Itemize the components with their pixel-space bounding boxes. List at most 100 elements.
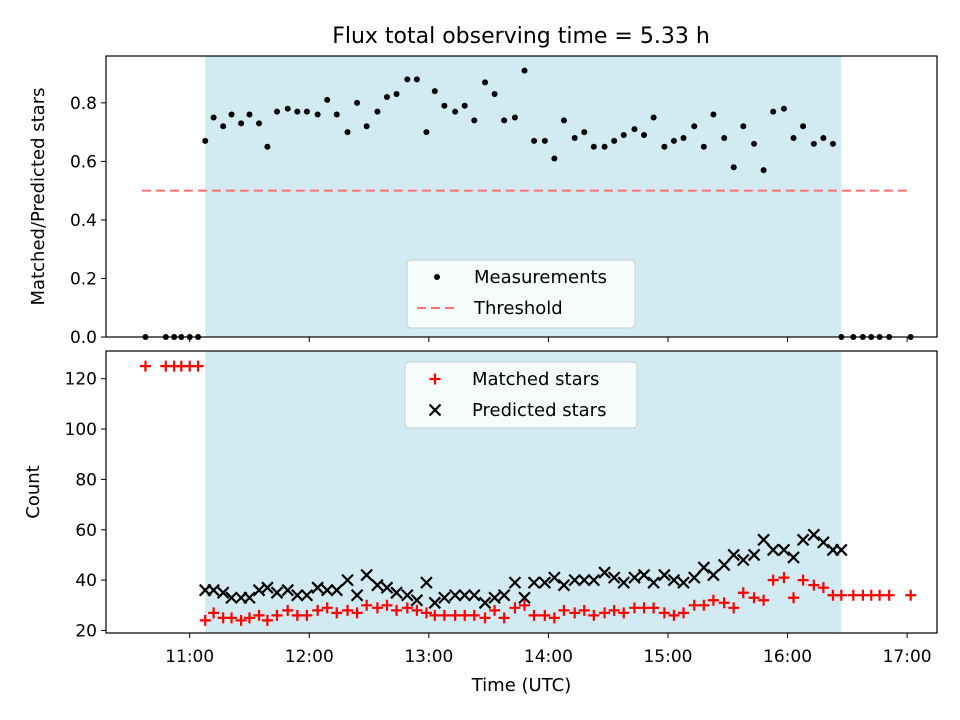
predicted-star-point: [207, 583, 220, 597]
measurement-point: [354, 99, 361, 106]
bottom-ytick-label: 100: [65, 420, 97, 440]
matched-star-point: [817, 582, 829, 594]
matched-star-point: [342, 604, 354, 616]
matched-star-point: [678, 607, 690, 619]
measurement-point: [246, 111, 253, 118]
measurement-point: [482, 79, 489, 86]
predicted-star-point: [538, 576, 552, 589]
matched-star-point: [847, 589, 859, 601]
predicted-star-point: [380, 581, 394, 594]
measurement-point: [800, 123, 807, 130]
legend-predicted-marker: [428, 403, 442, 417]
matched-star-point: [351, 607, 363, 619]
matched-star-point: [767, 574, 779, 586]
predicted-star-point: [607, 571, 621, 584]
measurement-point: [790, 134, 797, 141]
predicted-star-point: [737, 553, 750, 567]
matched-star-point: [688, 599, 700, 611]
predicted-star-point: [807, 528, 821, 542]
measurement-point: [571, 134, 578, 141]
matched-star-point: [539, 609, 551, 621]
xtick-label: 15:00: [643, 647, 692, 667]
matched-star-point: [498, 612, 510, 624]
predicted-star-point: [697, 561, 711, 574]
matched-star-point: [381, 599, 393, 611]
predicted-star-point: [448, 588, 462, 602]
measurement-point: [363, 123, 370, 130]
predicted-star-point: [330, 583, 344, 597]
measurement-point: [344, 129, 351, 136]
predicted-star-point: [658, 568, 671, 582]
bottom-ytick-label: 60: [75, 521, 97, 541]
bottom-ytick-label: 120: [65, 370, 97, 390]
measurement-point: [461, 102, 468, 109]
predicted-star-point: [458, 588, 471, 602]
bottom-ylabel: Count: [23, 465, 44, 518]
matched-star-point: [638, 602, 650, 614]
predicted-star-point: [300, 588, 314, 602]
xtick-label: 17:00: [883, 647, 932, 667]
predicted-star-point: [747, 548, 761, 562]
predicted-star-point: [647, 576, 660, 589]
measurement-point: [264, 143, 271, 150]
measurement-point: [511, 114, 518, 121]
measurement-point: [780, 105, 787, 112]
predicted-star-point: [225, 591, 238, 605]
predicted-star-point: [261, 581, 274, 594]
measurement-point: [641, 132, 648, 139]
measurement-point: [491, 91, 498, 98]
predicted-star-point: [478, 596, 492, 610]
predicted-star-point: [360, 568, 373, 582]
measurement-point: [273, 108, 280, 115]
xtick-label: 11:00: [165, 647, 214, 667]
matched-star-point: [312, 604, 324, 616]
predicted-star-point: [587, 573, 601, 587]
predicted-star-point: [350, 588, 364, 602]
measurement-point: [620, 132, 627, 139]
measurement-point: [238, 120, 245, 127]
measurement-point: [521, 67, 528, 74]
legend-label: Matched stars: [472, 369, 599, 390]
predicted-star-point: [557, 578, 571, 592]
matched-star-point: [648, 602, 660, 614]
predicted-star-point: [757, 533, 770, 547]
bottom-ytick-label: 40: [75, 571, 97, 591]
predicted-star-point: [311, 581, 324, 594]
bottom-ytick-label: 20: [75, 621, 97, 641]
matched-star-point: [528, 609, 540, 621]
matched-star-point: [518, 599, 530, 611]
matched-star-point: [808, 579, 820, 591]
measurement-point: [210, 114, 217, 121]
measurement-point: [441, 102, 448, 109]
measurement-point: [228, 111, 235, 118]
predicted-star-point: [401, 588, 414, 602]
measurement-point: [393, 91, 400, 98]
legend-label: Threshold: [473, 298, 563, 319]
matched-star-point: [321, 602, 333, 614]
matched-star-point: [438, 609, 450, 621]
matched-star-point: [778, 572, 790, 584]
predicted-star-point: [637, 568, 651, 582]
matched-star-point: [139, 360, 151, 372]
matched-star-point: [707, 594, 719, 606]
matched-star-point: [658, 607, 670, 619]
matched-star-point: [509, 602, 521, 614]
predicted-star-point: [281, 583, 295, 597]
predicted-star-point: [371, 578, 384, 592]
x-axis-label: Time (UTC): [471, 675, 572, 696]
matched-star-point: [883, 589, 895, 601]
xtick-label: 13:00: [404, 647, 453, 667]
top-ytick-label: 0.6: [70, 152, 97, 172]
matched-star-point: [226, 612, 238, 624]
predicted-star-point: [518, 591, 531, 605]
predicted-star-point: [577, 573, 591, 587]
measurement-point: [820, 134, 827, 141]
predicted-star-point: [467, 588, 481, 602]
legend-box: [406, 259, 636, 329]
measurement-point: [383, 93, 390, 100]
measurement-point: [760, 167, 767, 174]
matched-star-point: [737, 587, 749, 599]
predicted-star-point: [677, 576, 690, 589]
matched-star-point: [835, 589, 847, 601]
